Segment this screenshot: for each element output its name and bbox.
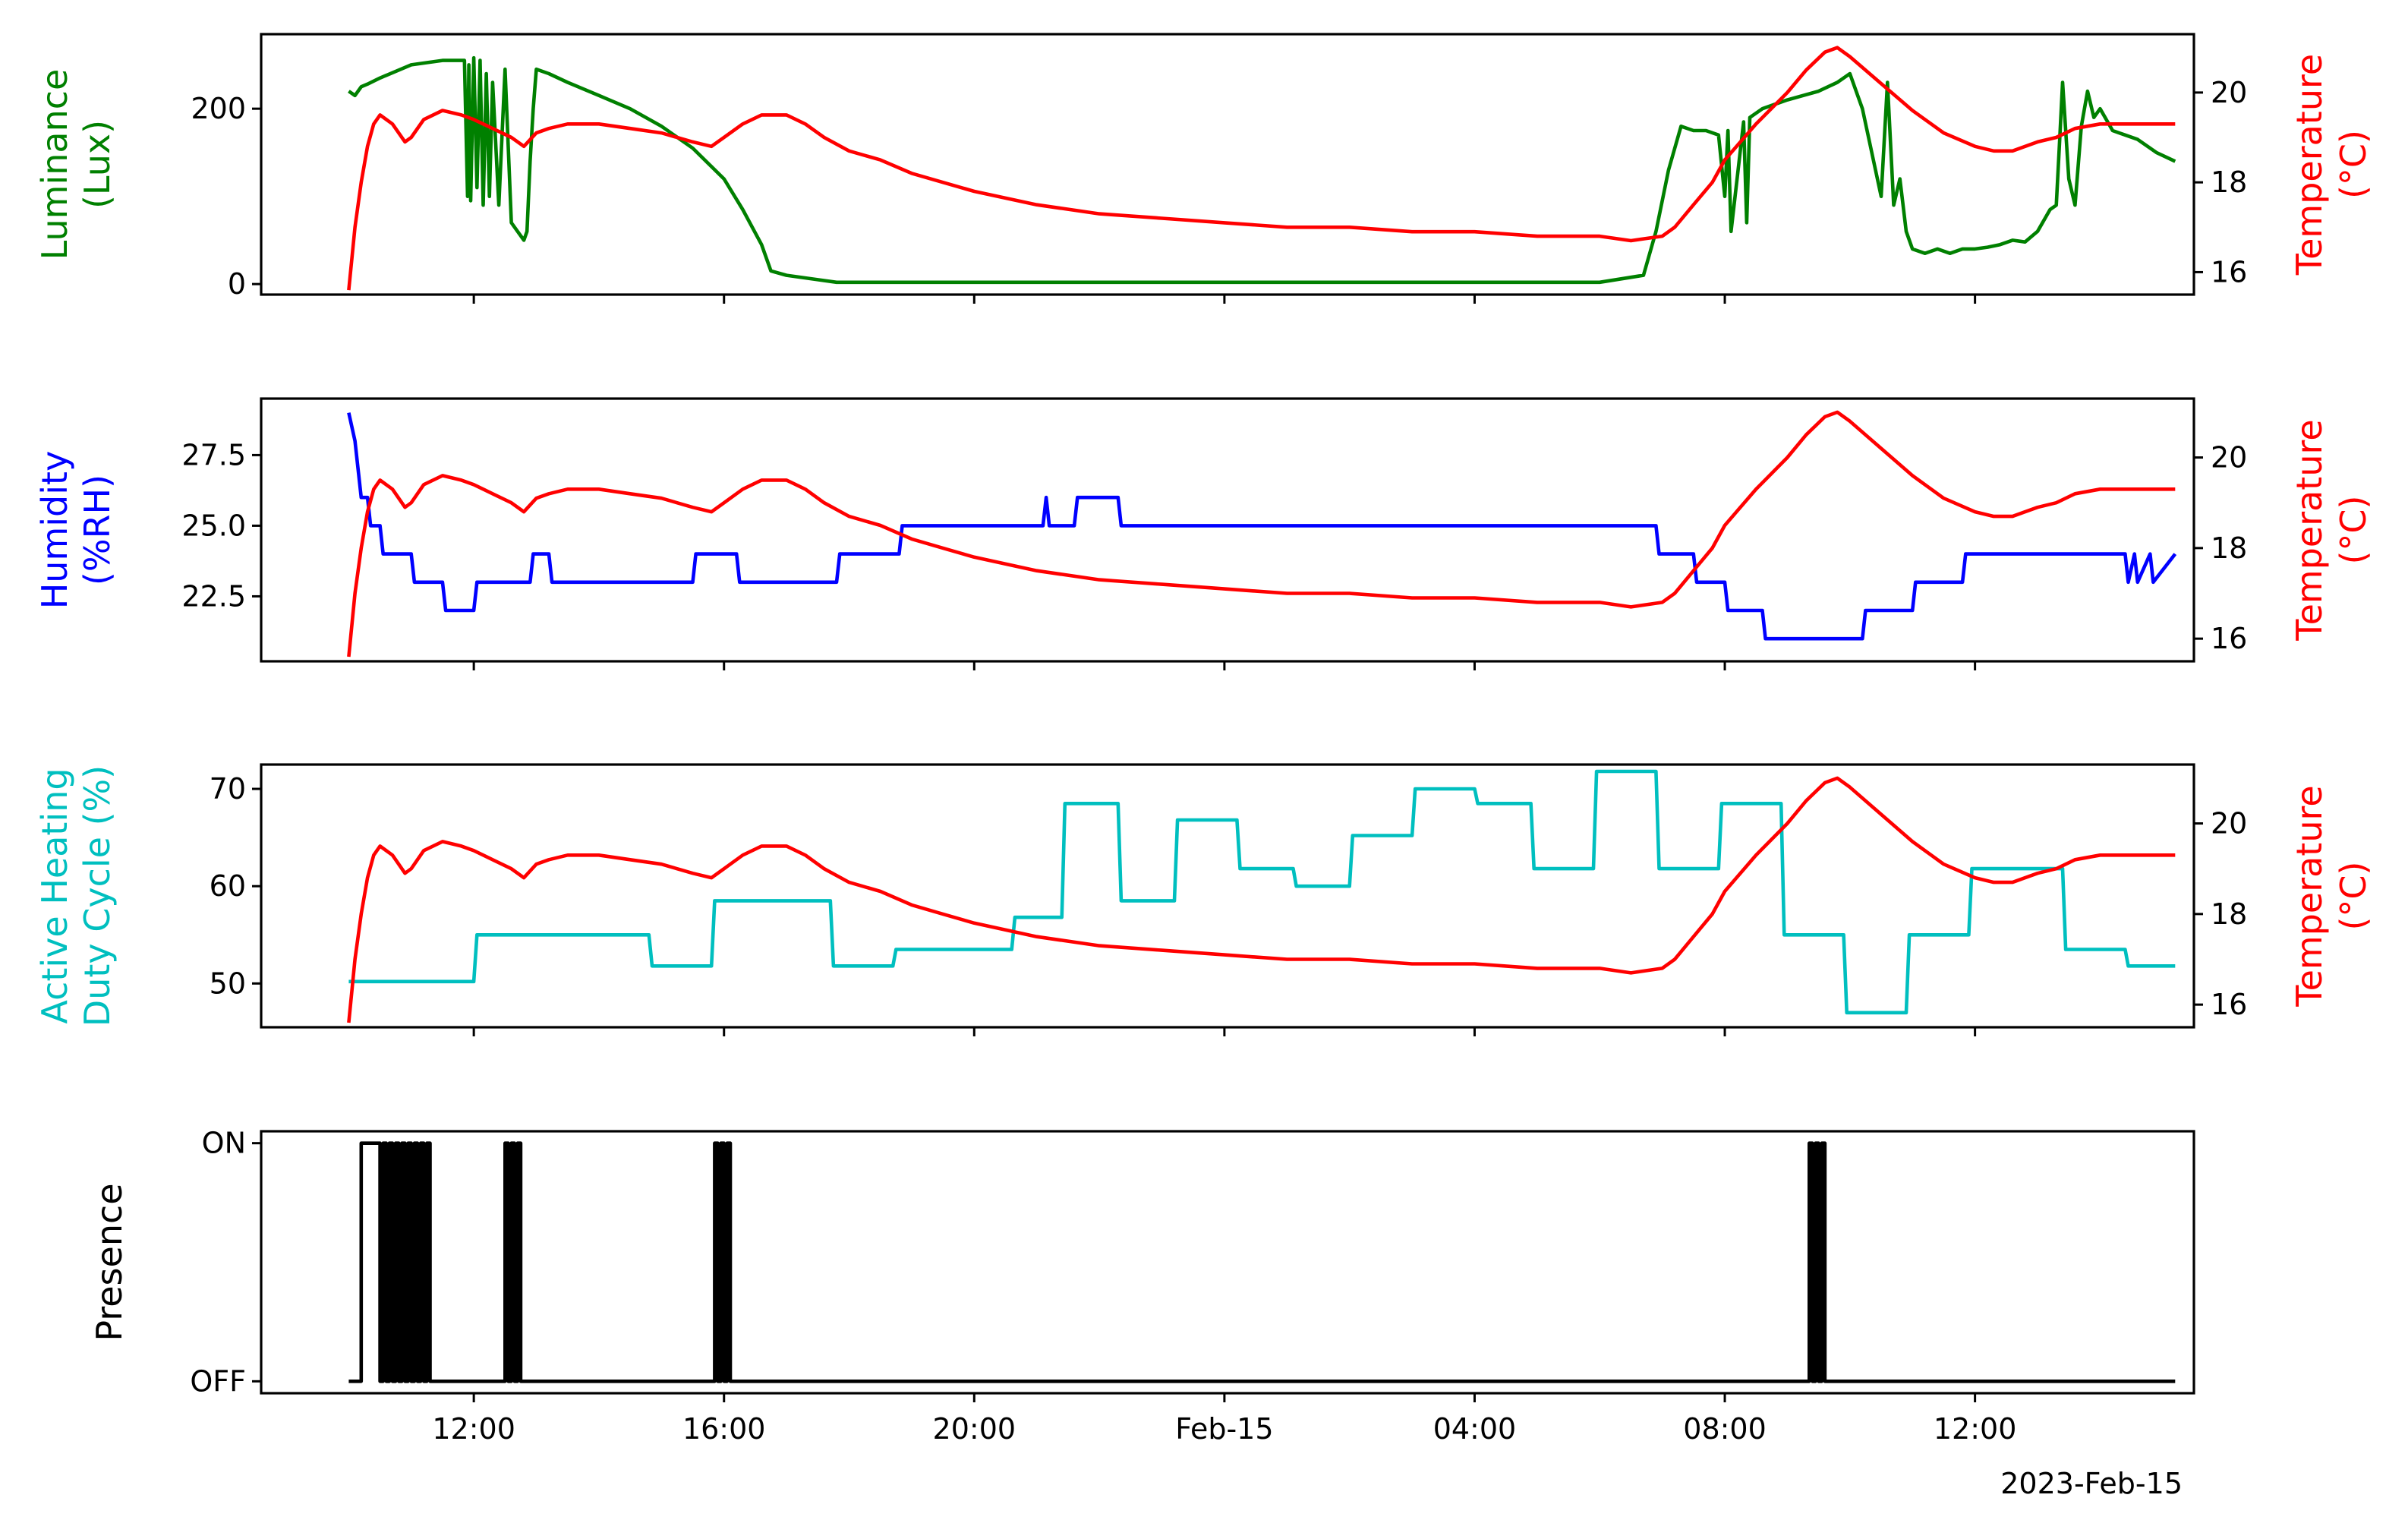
y-axis-label: Humidity (34, 451, 75, 610)
y-tick-label: 27.5 (181, 438, 246, 471)
temperature-axis-label: (°C) (2333, 861, 2374, 930)
x-axis-offset-label: 2023-Feb-15 (2000, 1467, 2183, 1500)
x-tick-label: 20:00 (933, 1412, 1016, 1446)
y-tick-label: 50 (210, 967, 246, 1000)
x-tick-label: 16:00 (682, 1412, 766, 1446)
x-tick-label: Feb-15 (1175, 1412, 1273, 1446)
series-group (347, 410, 2177, 658)
temperature-tick-label: 20 (2211, 441, 2247, 475)
panel-frame (260, 397, 2195, 663)
temperature-tick-label: 20 (2211, 76, 2247, 109)
y-axis-label: (%RH) (77, 475, 118, 585)
temperature-tick-label: 18 (2211, 166, 2247, 199)
y-axis-label: Presence (89, 1183, 130, 1341)
y-tick-label: 70 (210, 772, 246, 806)
series-group (348, 1141, 2176, 1383)
heating-series-line (348, 769, 2176, 1015)
y-tick-label: 60 (210, 869, 246, 903)
x-tick-label: 12:00 (1934, 1412, 2017, 1446)
panel-frame (260, 763, 2195, 1029)
x-tick-label: 04:00 (1433, 1412, 1517, 1446)
temperature-axis-label: Temperature (2289, 419, 2330, 641)
panel-humidity: 22.5 25.0 27.5 Humidity (%RH) 16 18 20 Temperatu… (34, 397, 2374, 670)
series-group (347, 769, 2176, 1023)
temperature-tick-label: 18 (2211, 531, 2247, 565)
temperature-series-line (347, 410, 2176, 658)
panel-presence: OFF ON Presence (89, 1127, 2195, 1402)
presence-series-line (348, 1141, 2176, 1383)
temperature-axis-label: (°C) (2333, 130, 2374, 199)
temperature-axis-label: Temperature (2289, 54, 2330, 276)
y-tick-label: 22.5 (181, 579, 246, 613)
temperature-tick-label: 20 (2211, 807, 2247, 840)
y-axis-label: (Lux) (77, 120, 118, 209)
panel-frame (260, 1130, 2195, 1395)
y-tick-label: 200 (191, 92, 246, 125)
temperature-tick-label: 16 (2211, 622, 2247, 655)
panel-luminance: 0 200 Luminance (Lux) 16 18 20 Temperature (°C) (34, 33, 2374, 304)
temperature-axis-label: (°C) (2333, 495, 2374, 564)
temperature-axis-label: Temperature (2289, 785, 2330, 1007)
panel-heating: 50 60 70 Active Heating Duty Cycle (%) 16 18 20… (34, 763, 2374, 1036)
luminance-series-line (348, 55, 2176, 285)
temperature-series-line (347, 776, 2176, 1023)
x-axis: 12:00 16:00 20:00 Feb-15 04:00 08:00 12:00 (432, 1412, 2016, 1446)
humidity-series-line (347, 412, 2177, 641)
y-tick-label: OFF (190, 1364, 246, 1398)
y-axis-label: Duty Cycle (%) (77, 765, 118, 1026)
y-axis-label: Luminance (34, 69, 75, 260)
temperature-tick-label: 16 (2211, 988, 2247, 1021)
y-tick-label: ON (202, 1127, 246, 1160)
y-tick-label: 25.0 (181, 509, 246, 542)
x-tick-label: 12:00 (432, 1412, 515, 1446)
temperature-tick-label: 18 (2211, 897, 2247, 931)
temperature-series-line (347, 46, 2176, 291)
y-tick-label: 0 (228, 267, 246, 301)
series-group (347, 46, 2176, 291)
x-tick-label: 08:00 (1683, 1412, 1767, 1446)
panel-frame (260, 33, 2195, 296)
y-axis-label: Active Heating (34, 768, 75, 1023)
temperature-tick-label: 16 (2211, 255, 2247, 289)
